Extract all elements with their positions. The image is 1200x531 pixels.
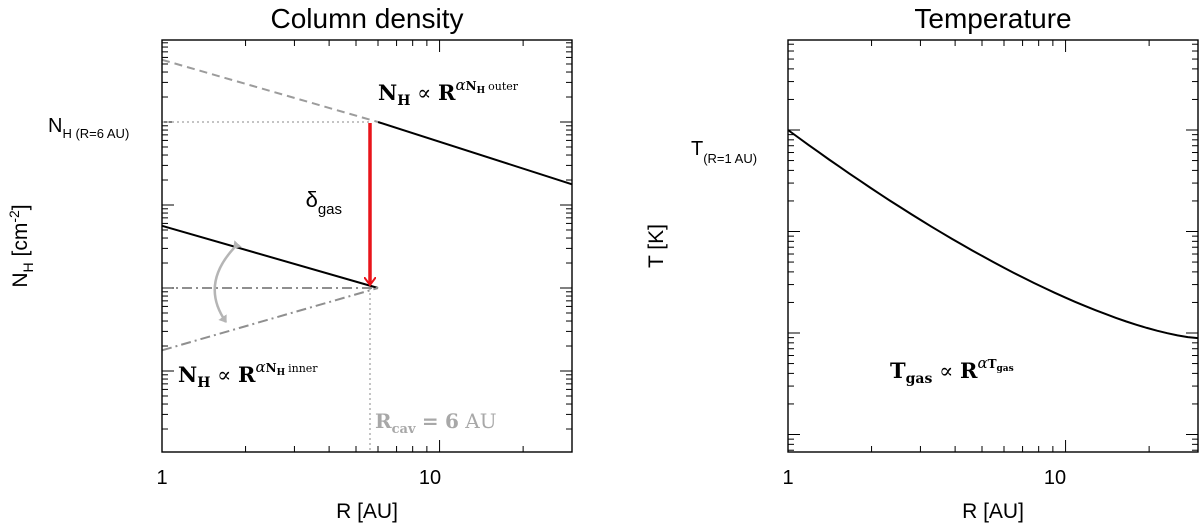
chart-title: Column density: [271, 3, 464, 34]
slope-range-arrow: [213, 240, 242, 323]
series-line: [161, 58, 379, 123]
temperature-power-law-label: Tgas ∝ RαTgas: [890, 354, 1014, 387]
inner-power-law-label: NH ∝ RαNH inner: [178, 358, 318, 391]
y-axis-label: T [K]: [645, 224, 668, 268]
series-group: [787, 129, 1199, 340]
xtick-label: 1: [156, 467, 167, 489]
xtick-label: 1: [782, 467, 793, 489]
series-line: [161, 287, 379, 352]
y-axis-label: NH [cm-2]: [6, 204, 36, 287]
series-line: [161, 224, 379, 289]
ytick-label-reference: NH (R=6 AU): [48, 115, 129, 141]
plot-frame: [787, 39, 1199, 453]
cavity-radius-label: Rcav = 6 AU: [375, 409, 497, 437]
series-group: [161, 58, 573, 352]
plot-frame: [161, 39, 573, 453]
temperature-panel: Temperature Tgas ∝ RαTgas T(R=1 AU) 1 10…: [645, 3, 1199, 523]
series-line: [377, 121, 573, 186]
chart-title: Temperature: [914, 3, 1071, 34]
ytick-label-reference: T(R=1 AU): [691, 138, 757, 166]
delta-gas-label: δgas: [306, 187, 342, 218]
column-density-panel: Column density δgas NH ∝ RαNH outer NH ∝ …: [6, 3, 573, 523]
series-line: [787, 129, 1199, 340]
x-axis-label: R [AU]: [336, 500, 398, 523]
xtick-label: 10: [1044, 467, 1066, 489]
x-axis-label: R [AU]: [962, 500, 1024, 523]
tick-marks: [787, 40, 1199, 452]
tick-marks: [161, 40, 573, 452]
xtick-label: 10: [419, 467, 441, 489]
outer-power-law-label: NH ∝ RαNH outer: [378, 76, 519, 109]
